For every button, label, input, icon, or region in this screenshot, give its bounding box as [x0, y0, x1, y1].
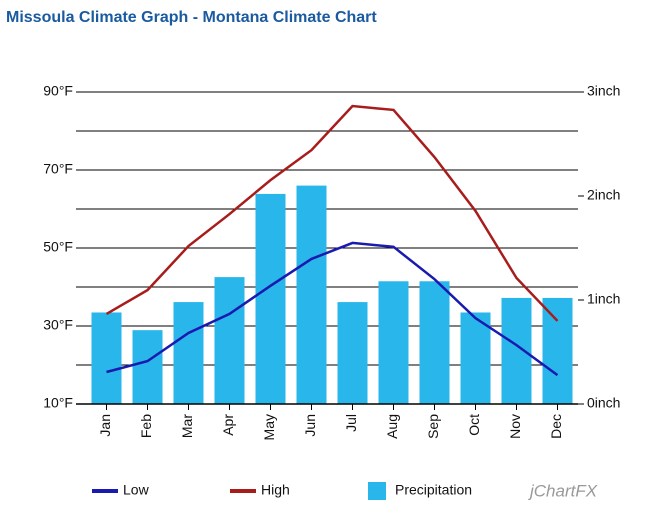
bar — [173, 302, 204, 404]
x-tick-label: May — [261, 414, 277, 440]
x-tick-label: Nov — [507, 414, 523, 439]
x-tick-label: Mar — [179, 414, 195, 438]
legend-label: Low — [123, 482, 150, 498]
x-tick-label: Aug — [384, 414, 400, 439]
y-tick-label: 50°F — [43, 239, 73, 255]
bar — [542, 297, 573, 404]
bar — [255, 193, 286, 404]
bar — [91, 312, 122, 404]
bar — [378, 281, 409, 404]
watermark: jChartFX — [528, 481, 598, 500]
bar — [419, 281, 450, 404]
y-tick-label: 70°F — [43, 161, 73, 177]
y2-tick-label: 1inch — [587, 291, 620, 307]
legend-label: High — [261, 482, 290, 498]
legend-swatch — [368, 482, 386, 500]
bar — [214, 277, 245, 404]
bar — [132, 330, 163, 404]
y-tick-label: 30°F — [43, 317, 73, 333]
x-tick-label: Feb — [138, 414, 154, 438]
x-tick-label: Jun — [302, 414, 318, 437]
bar — [460, 312, 491, 404]
x-tick-label: Jul — [343, 414, 359, 432]
x-tick-label: Jan — [97, 414, 113, 437]
y2-tick-label: 2inch — [587, 187, 620, 203]
y-tick-label: 10°F — [43, 395, 73, 411]
bar — [337, 302, 368, 404]
bar — [296, 185, 327, 404]
line — [105, 104, 559, 322]
y-tick-label: 90°F — [43, 83, 73, 99]
bar — [501, 297, 532, 404]
legend-label: Precipitation — [395, 482, 472, 498]
x-tick-label: Apr — [220, 414, 236, 436]
x-tick-label: Sep — [425, 414, 441, 439]
y2-tick-label: 0inch — [587, 395, 620, 411]
chart-title: Missoula Climate Graph - Montana Climate… — [6, 9, 377, 26]
line — [106, 241, 559, 377]
x-tick-label: Dec — [548, 414, 564, 439]
x-tick-label: Oct — [466, 414, 482, 436]
y2-tick-label: 3inch — [587, 83, 620, 99]
